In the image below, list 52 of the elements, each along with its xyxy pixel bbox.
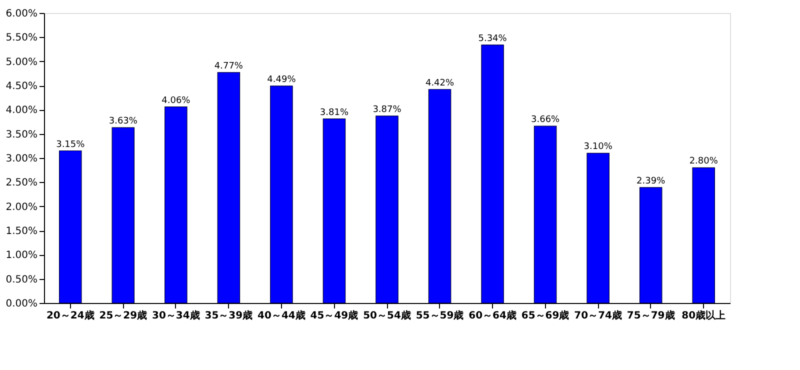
data-label: 3.66% [531,115,560,126]
y-tick-label: 4.50% [6,81,38,92]
bar [639,187,662,304]
bar [428,89,452,304]
bar [112,127,135,304]
bar [481,44,504,304]
data-label: 4.42% [425,78,455,88]
data-label: 3.15% [56,140,86,150]
y-tick-label: 1.00% [6,250,38,262]
data-label: 4.06% [162,96,191,106]
bar [376,116,398,304]
x-tick-label: 20～24歳 [46,310,94,322]
bar [217,72,240,304]
bar [270,86,293,304]
x-tick-label: 35～39歳 [204,310,253,322]
data-label: 5.34% [478,34,508,44]
y-tick-label: 0.50% [6,274,38,286]
x-tick-label: 40～44歳 [258,310,306,322]
y-tick-label: 4.00% [6,105,38,116]
bar [59,150,82,304]
data-label: 3.81% [320,108,349,118]
x-tick-label: 70～74歳 [574,310,622,322]
x-tick-label: 25～29歳 [99,310,148,322]
data-label: 2.39% [636,176,666,186]
x-tick-label: 75～79歳 [626,310,675,322]
bar [586,152,610,304]
data-label: 4.77% [214,61,244,72]
x-tick-label: 80歳以上 [682,310,726,322]
x-tick-label: 60～64歳 [468,310,516,322]
y-tick-label: 5.00% [6,56,38,68]
y-tick-label: 0.00% [6,298,38,310]
y-tick-label: 6.00% [6,8,38,20]
bar [164,106,188,304]
x-tick-label: 50～54歳 [363,310,411,322]
y-tick-label: 3.00% [6,154,38,164]
bar [692,167,715,304]
bar [534,126,557,304]
data-label: 4.49% [267,74,296,85]
bar [322,118,346,304]
data-label: 3.10% [584,142,613,152]
data-label: 3.87% [372,104,402,115]
data-label: 3.63% [108,116,138,127]
y-tick-label: 3.50% [6,129,38,140]
y-tick-label: 5.50% [6,32,38,44]
y-tick-label: 1.50% [6,226,38,237]
y-tick-label: 2.00% [6,202,38,213]
x-tick-label: 55～59歳 [416,310,464,322]
x-tick-label: 30～34歳 [152,310,200,322]
data-label: 2.80% [689,156,718,167]
x-tick-label: 65～69歳 [521,310,570,322]
x-tick-label: 45～49歳 [310,310,358,322]
y-tick-label: 2.50% [6,178,38,189]
